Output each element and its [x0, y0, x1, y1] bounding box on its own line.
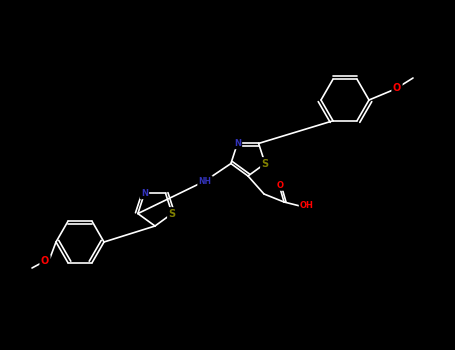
Text: S: S: [168, 209, 176, 218]
Text: N: N: [141, 189, 148, 198]
Text: O: O: [393, 83, 401, 93]
Text: O: O: [277, 181, 283, 189]
Text: O: O: [41, 256, 49, 266]
Text: S: S: [262, 159, 269, 169]
Text: OH: OH: [300, 202, 314, 210]
Text: NH: NH: [198, 176, 212, 186]
Text: N: N: [234, 139, 241, 148]
